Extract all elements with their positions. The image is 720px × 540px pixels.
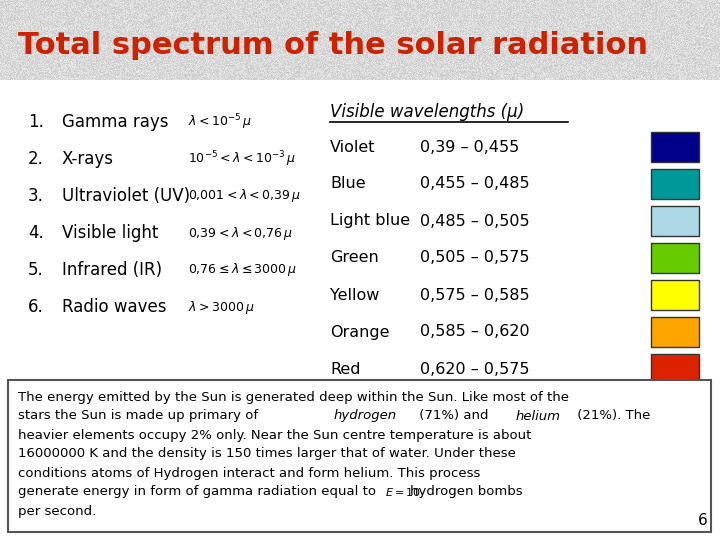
Text: 3.: 3. (28, 187, 44, 205)
Text: Radio waves: Radio waves (62, 298, 166, 316)
Text: $0{,}39 < \lambda < 0{,}76\,\mu$: $0{,}39 < \lambda < 0{,}76\,\mu$ (188, 225, 293, 241)
Text: (21%). The: (21%). The (573, 409, 651, 422)
Text: 0,585 – 0,620: 0,585 – 0,620 (420, 325, 530, 340)
Text: The energy emitted by the Sun is generated deep within the Sun. Like most of the: The energy emitted by the Sun is generat… (18, 390, 569, 403)
Text: 0,455 – 0,485: 0,455 – 0,485 (420, 177, 530, 192)
Text: (71%) and: (71%) and (415, 409, 492, 422)
Text: Red: Red (330, 361, 361, 376)
Text: Light blue: Light blue (330, 213, 410, 228)
Text: generate energy in form of gamma radiation equal to        hydrogen bombs: generate energy in form of gamma radiati… (18, 485, 523, 498)
Text: 16000000 K and the density is 150 times larger that of water. Under these: 16000000 K and the density is 150 times … (18, 448, 516, 461)
Text: X-rays: X-rays (62, 150, 114, 168)
Text: Yellow: Yellow (330, 287, 379, 302)
Text: Infrared (IR): Infrared (IR) (62, 261, 162, 279)
Text: Total spectrum of the solar radiation: Total spectrum of the solar radiation (18, 30, 648, 59)
Text: 0,505 – 0,575: 0,505 – 0,575 (420, 251, 529, 266)
Text: $\lambda < 10^{-5}\,\mu$: $\lambda < 10^{-5}\,\mu$ (188, 112, 252, 132)
Text: stars the Sun is made up primary of: stars the Sun is made up primary of (18, 409, 262, 422)
Bar (651, 280, 699, 310)
Text: conditions atoms of Hydrogen interact and form helium. This process: conditions atoms of Hydrogen interact an… (18, 467, 480, 480)
Bar (651, 169, 699, 199)
Text: 0,485 – 0,505: 0,485 – 0,505 (420, 213, 530, 228)
Text: per second.: per second. (18, 504, 96, 517)
Text: $0{,}001 < \lambda < 0{,}39\,\mu$: $0{,}001 < \lambda < 0{,}39\,\mu$ (188, 187, 301, 205)
Text: Visible light: Visible light (62, 224, 158, 242)
Text: 1.: 1. (28, 113, 44, 131)
Text: Gamma rays: Gamma rays (62, 113, 168, 131)
Bar (651, 206, 699, 236)
Text: Green: Green (330, 251, 379, 266)
Text: 0,620 – 0,575: 0,620 – 0,575 (420, 361, 529, 376)
Text: 0,39 – 0,455: 0,39 – 0,455 (420, 139, 519, 154)
Bar (651, 132, 699, 162)
Bar (8, 380, 711, 532)
Text: Visible wavelengths (μ): Visible wavelengths (μ) (330, 103, 524, 121)
Text: 0,575 – 0,585: 0,575 – 0,585 (420, 287, 530, 302)
Text: heavier elements occupy 2% only. Near the Sun centre temperature is about: heavier elements occupy 2% only. Near th… (18, 429, 531, 442)
Bar (651, 317, 699, 347)
Bar (651, 243, 699, 273)
Text: 5.: 5. (28, 261, 44, 279)
Text: 6: 6 (698, 513, 708, 528)
Text: 6.: 6. (28, 298, 44, 316)
Text: Blue: Blue (330, 177, 366, 192)
Bar (0, 80, 720, 540)
Text: $E = 10$: $E = 10$ (385, 486, 421, 498)
Text: hydrogen: hydrogen (333, 409, 397, 422)
Text: $0{,}76 \leq \lambda \leq 3000\,\mu$: $0{,}76 \leq \lambda \leq 3000\,\mu$ (188, 261, 297, 279)
Text: $\lambda > 3000\,\mu$: $\lambda > 3000\,\mu$ (188, 299, 255, 315)
Text: Orange: Orange (330, 325, 390, 340)
Text: Violet: Violet (330, 139, 376, 154)
Text: $10^{-5} < \lambda < 10^{-3}\,\mu$: $10^{-5} < \lambda < 10^{-3}\,\mu$ (188, 149, 296, 169)
Bar (651, 354, 699, 384)
Text: 4.: 4. (28, 224, 44, 242)
Text: 2.: 2. (28, 150, 44, 168)
Text: helium: helium (515, 409, 560, 422)
Text: Ultraviolet (UV): Ultraviolet (UV) (62, 187, 190, 205)
